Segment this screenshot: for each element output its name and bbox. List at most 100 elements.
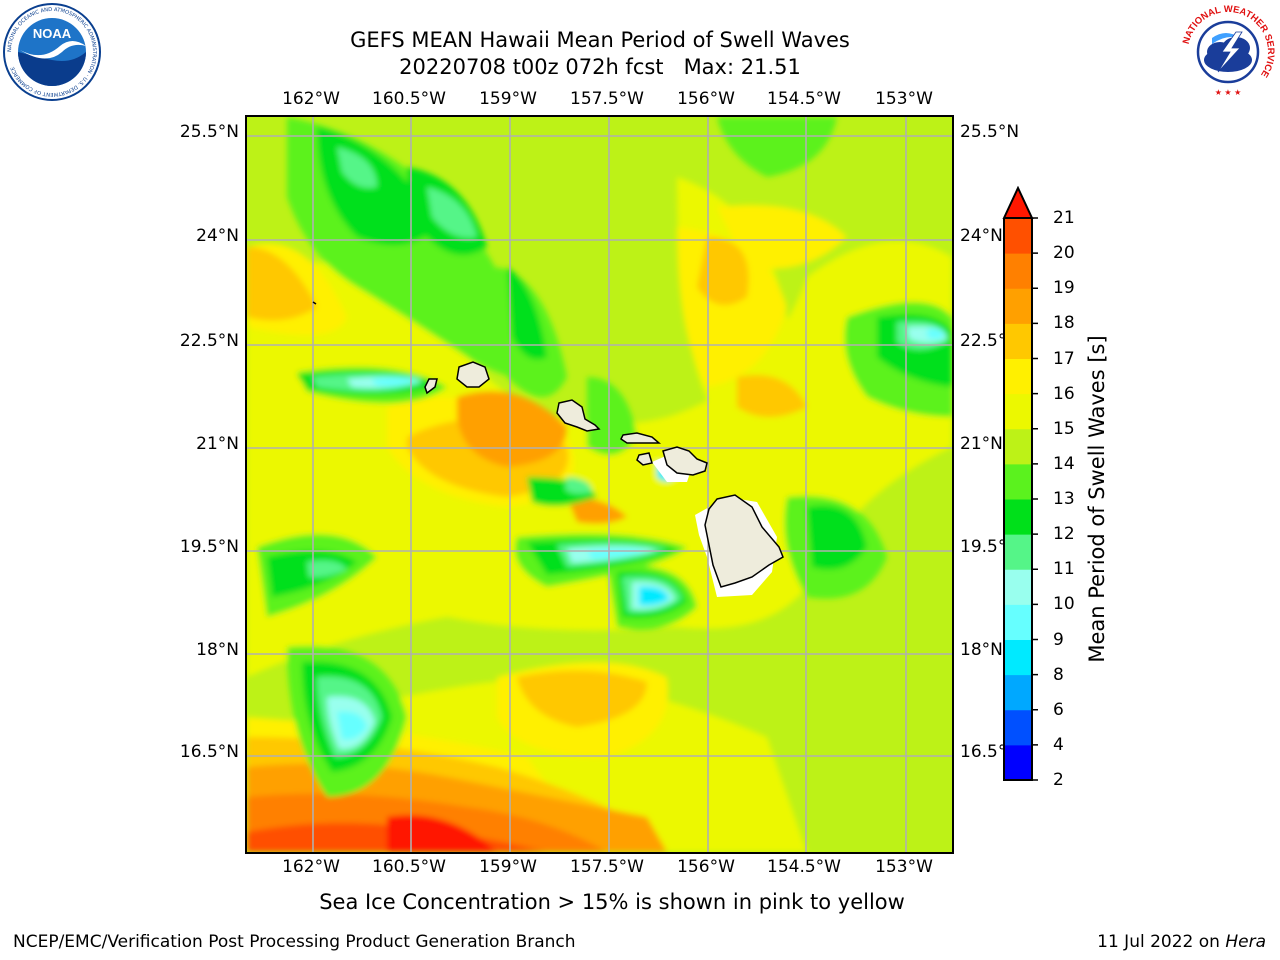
lon-label-top: 153°W xyxy=(875,89,933,109)
lat-label-right: 24°N xyxy=(960,226,1003,246)
swell-period-map xyxy=(245,115,954,854)
lat-label-left: 19.5°N xyxy=(179,537,239,557)
colorbar-band xyxy=(1004,604,1032,640)
colorbar-tick-label: 21 xyxy=(1053,208,1075,228)
field-13-14 xyxy=(717,117,837,177)
colorbar-tick-label: 16 xyxy=(1053,383,1075,404)
field-11-12 xyxy=(307,560,347,578)
footer-machine: Hera xyxy=(1225,932,1266,952)
map-title-line1: GEFS MEAN Hawaii Mean Period of Swell Wa… xyxy=(350,28,850,52)
lat-label-left: 21°N xyxy=(196,434,239,454)
colorbar-tick-label: 11 xyxy=(1053,559,1075,580)
field-17-18 xyxy=(697,237,749,305)
lon-label-top: 157.5°W xyxy=(570,89,644,109)
colorbar-tick-label: 13 xyxy=(1053,489,1075,509)
colorbar-band xyxy=(1004,499,1032,535)
lon-label-top: 160.5°W xyxy=(372,89,446,109)
colorbar-extension xyxy=(1002,185,1034,219)
lat-label-left: 24°N xyxy=(196,226,239,246)
colorbar-band xyxy=(1004,288,1032,324)
colorbar-tick-label: 4 xyxy=(1053,734,1064,755)
lat-label-left: 16.5°N xyxy=(179,742,239,762)
lon-label-bottom: 162°W xyxy=(282,857,340,877)
lat-label-left: 25.5°N xyxy=(179,122,239,142)
colorbar-tick-label: 18 xyxy=(1053,313,1075,334)
hawaiian-islands xyxy=(424,361,784,588)
lon-label-bottom: 157.5°W xyxy=(570,857,644,877)
map-canvas xyxy=(247,117,952,852)
colorbar-band xyxy=(1004,744,1032,781)
colorbar-band xyxy=(1004,253,1032,289)
field-12-13 xyxy=(807,505,867,570)
lat-label-right: 21°N xyxy=(960,434,1003,454)
colorbar-tick-label: 10 xyxy=(1053,594,1075,615)
footer-date: 11 Jul 2022 on Hera xyxy=(1097,932,1266,952)
island-maui xyxy=(662,446,708,476)
colorbar-tick-label: 2 xyxy=(1053,770,1064,790)
field-12-13 xyxy=(507,267,547,360)
sea-ice-note: Sea Ice Concentration > 15% is shown in … xyxy=(319,890,905,914)
colorbar-band xyxy=(1004,323,1032,359)
field-11-12 xyxy=(337,147,377,188)
colorbar-tick-label: 19 xyxy=(1053,278,1075,299)
gridlines xyxy=(247,117,952,852)
footer-date-text: 11 Jul 2022 on xyxy=(1097,932,1220,952)
colorbar-band xyxy=(1004,709,1032,746)
colorbar-tick-label: 8 xyxy=(1053,664,1064,685)
field-17-18 xyxy=(247,247,317,321)
noaa-logo: NATIONAL OCEANIC AND ATMOSPHERIC ADMINIS… xyxy=(2,2,102,106)
colorbar-band xyxy=(1004,218,1032,254)
island-oahu xyxy=(556,399,601,432)
colorbar-label: Mean Period of Swell Waves [s] xyxy=(1085,335,1109,663)
lon-label-top: 162°W xyxy=(282,89,340,109)
small-island xyxy=(312,301,317,305)
lon-label-top: 154.5°W xyxy=(767,89,841,109)
colorbar-band xyxy=(1004,534,1032,570)
colorbar-band xyxy=(1004,463,1032,500)
lon-label-top: 156°W xyxy=(677,89,735,109)
colorbar-tick-label: 15 xyxy=(1053,418,1075,439)
colorbar-band xyxy=(1004,393,1032,430)
colorbar-tick-label: 20 xyxy=(1053,243,1075,264)
field-11-12 xyxy=(565,477,592,494)
colorbar-band xyxy=(1004,428,1032,465)
field-over-21 xyxy=(387,815,497,852)
island-hawaii xyxy=(704,494,784,588)
field-9-10 xyxy=(337,711,367,740)
colorbar xyxy=(1002,185,1038,790)
lon-label-bottom: 160.5°W xyxy=(372,857,446,877)
lon-label-top: 159°W xyxy=(479,89,537,109)
colorbar-band xyxy=(1004,358,1032,395)
island-molokai xyxy=(620,432,662,444)
colorbar-band xyxy=(1004,569,1032,605)
lat-label-right: 25.5°N xyxy=(960,122,1020,142)
field-9-10 xyxy=(927,328,944,339)
footer-branch: NCEP/EMC/Verification Post Processing Pr… xyxy=(13,932,576,952)
lat-label-right: 18°N xyxy=(960,640,1003,660)
lat-label-left: 18°N xyxy=(196,640,239,660)
lat-label-left: 22.5°N xyxy=(179,331,239,351)
noaa-logo-text: NOAA xyxy=(33,26,72,41)
lon-label-bottom: 156°W xyxy=(677,857,735,877)
lon-label-bottom: 159°W xyxy=(479,857,537,877)
colorbar-band xyxy=(1004,639,1032,676)
field-17-18 xyxy=(737,375,807,417)
field-11-12 xyxy=(427,187,477,238)
colorbar-tick-label: 14 xyxy=(1053,453,1075,474)
island-niihau xyxy=(424,378,438,395)
nws-logo: NATIONAL WEATHER SERVICE ★ ★ ★ xyxy=(1178,2,1278,106)
colorbar-tick-label: 17 xyxy=(1053,348,1075,369)
svg-text:★ ★ ★: ★ ★ ★ xyxy=(1215,88,1242,97)
island-kauai xyxy=(456,361,490,388)
colorbar-band xyxy=(1004,674,1032,711)
map-title-line2: 20220708 t00z 072h fcst Max: 21.51 xyxy=(399,55,801,79)
field-17-18 xyxy=(517,670,647,727)
lon-label-bottom: 154.5°W xyxy=(767,857,841,877)
colorbar-tick-label: 6 xyxy=(1053,699,1064,720)
colorbar-tick-label: 9 xyxy=(1053,629,1064,650)
field-16-17 xyxy=(717,205,847,269)
field-9-10 xyxy=(372,377,417,387)
field-8-9 xyxy=(639,586,669,606)
island-lanai xyxy=(636,452,653,466)
colorbar-tick-label: 12 xyxy=(1053,524,1075,545)
